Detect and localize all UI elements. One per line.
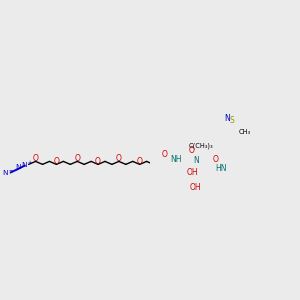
Text: NH: NH bbox=[171, 155, 182, 164]
Text: C(CH₃)₃: C(CH₃)₃ bbox=[189, 143, 213, 149]
Text: N: N bbox=[15, 164, 20, 170]
Text: HN: HN bbox=[215, 164, 227, 173]
Text: O: O bbox=[33, 154, 38, 164]
Text: $\mathsf{N^+}$: $\mathsf{N^+}$ bbox=[21, 160, 33, 170]
Text: O: O bbox=[95, 158, 101, 166]
Text: N: N bbox=[224, 114, 230, 123]
Text: O: O bbox=[137, 158, 142, 166]
Text: O: O bbox=[162, 150, 168, 159]
Text: O: O bbox=[213, 154, 219, 164]
Text: S: S bbox=[230, 116, 235, 125]
Text: OH: OH bbox=[189, 183, 201, 192]
Text: CH₃: CH₃ bbox=[238, 128, 250, 134]
Text: O: O bbox=[116, 154, 122, 164]
Text: O: O bbox=[53, 158, 59, 166]
Text: N: N bbox=[193, 156, 199, 165]
Text: OH: OH bbox=[187, 168, 199, 177]
Text: $\mathsf{N^-}$: $\mathsf{N^-}$ bbox=[2, 168, 14, 177]
Text: O: O bbox=[188, 146, 194, 155]
Text: O: O bbox=[74, 154, 80, 164]
